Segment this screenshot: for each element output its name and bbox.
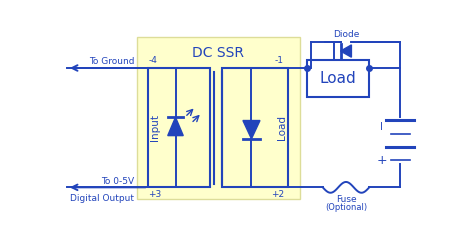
Text: +3: +3 xyxy=(148,190,162,199)
Text: +2: +2 xyxy=(271,190,284,199)
Text: To 0-5V: To 0-5V xyxy=(101,177,135,186)
Text: DC SSR: DC SSR xyxy=(192,46,244,60)
Bar xyxy=(148,68,210,187)
Text: Input: Input xyxy=(150,114,160,141)
Text: -1: -1 xyxy=(275,56,284,65)
Text: Load: Load xyxy=(320,71,356,86)
Text: To Ground: To Ground xyxy=(89,57,135,66)
Polygon shape xyxy=(341,45,351,57)
Polygon shape xyxy=(168,117,183,136)
Bar xyxy=(222,68,288,187)
Text: Fuse: Fuse xyxy=(336,195,356,204)
Text: -4: -4 xyxy=(148,56,157,65)
Text: Diode: Diode xyxy=(333,30,359,39)
Text: Digital Output: Digital Output xyxy=(71,194,135,202)
Text: +: + xyxy=(376,154,387,167)
Polygon shape xyxy=(243,120,260,139)
Bar xyxy=(137,37,300,199)
Text: I: I xyxy=(380,122,383,131)
Text: Load: Load xyxy=(277,115,287,140)
Bar xyxy=(307,60,369,97)
Text: (Optional): (Optional) xyxy=(325,203,367,212)
